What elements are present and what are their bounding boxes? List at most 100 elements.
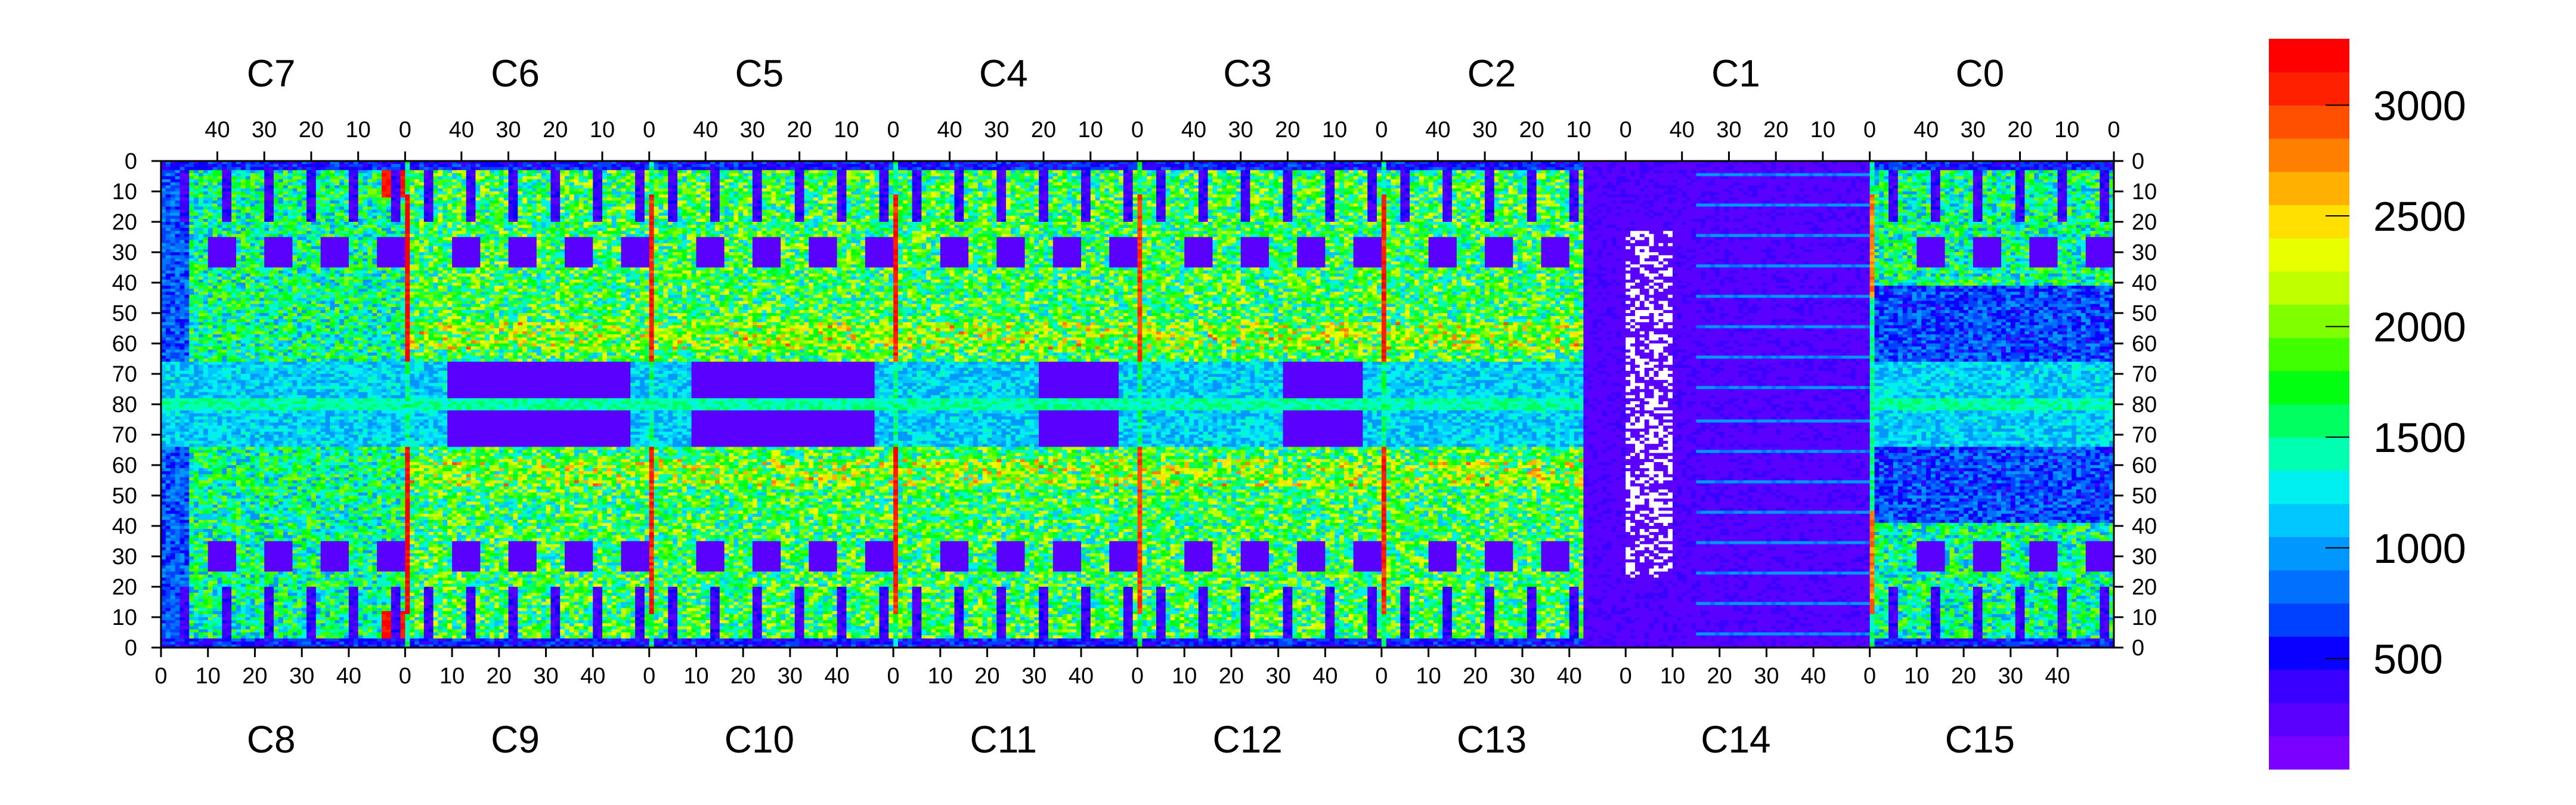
heatmap-cell-run	[673, 164, 677, 168]
heatmap-cell-run	[668, 170, 673, 174]
heatmap-cell-run	[1804, 167, 1823, 171]
heatmap-cell-run	[1790, 167, 1800, 171]
heatmap-cell-run	[1020, 164, 1030, 168]
heatmap-cell-run	[367, 170, 372, 174]
heatmap-cell-run	[1621, 167, 1626, 171]
heatmap-cell-run	[550, 164, 569, 168]
heatmap-cell-run	[1870, 167, 1875, 171]
heatmap-cell-run	[654, 164, 659, 168]
heatmap-cell-run	[1128, 170, 1133, 174]
heatmap-cell-run	[1034, 164, 1039, 168]
heatmap-cell-run	[804, 164, 823, 168]
heatmap-cell-run	[1654, 167, 1715, 171]
heatmap-cell-run	[804, 170, 809, 174]
heatmap-cell-run	[1081, 167, 1091, 171]
heatmap-cell-run	[480, 167, 504, 171]
heatmap-cell-run	[1053, 170, 1063, 174]
heatmap-cell-run	[1602, 167, 1607, 171]
heatmap-cell-run	[626, 164, 630, 168]
heatmap-cell-run	[2067, 167, 2072, 171]
heatmap-cell-run	[1462, 164, 1471, 168]
heatmap-cell-run	[1560, 164, 1565, 168]
heatmap-cell-run	[950, 167, 955, 171]
heatmap-cells	[161, 161, 2114, 648]
heatmap-cell-run	[1565, 167, 1574, 171]
heatmap-cell-run	[983, 170, 992, 174]
heatmap-cell-run	[410, 164, 414, 168]
heatmap-cell-run	[654, 170, 659, 174]
heatmap-cell-run	[875, 164, 880, 168]
heatmap-cell-run	[316, 167, 321, 171]
heatmap-cell-run	[1916, 164, 1921, 168]
heatmap-cell-run	[2015, 167, 2020, 171]
heatmap-cell-run	[424, 170, 429, 174]
heatmap-cell-run	[419, 170, 424, 174]
heatmap-cell-run	[339, 167, 358, 171]
heatmap-cell-run	[1912, 167, 1916, 171]
heatmap-cell-run	[203, 170, 208, 174]
heatmap-cell-run	[1015, 167, 1025, 171]
heatmap-cell-run	[288, 167, 293, 171]
heatmap-cell-run	[1696, 164, 1710, 168]
heatmap-cell-run	[236, 167, 241, 171]
heatmap-cell-run	[584, 164, 593, 168]
heatmap-cell-run	[743, 164, 757, 168]
heatmap-cell-run	[2034, 167, 2039, 171]
heatmap-cell-run	[1325, 164, 1344, 168]
heatmap-cell-run	[1255, 167, 1259, 171]
heatmap-cell-run	[705, 167, 715, 171]
heatmap-cell-run	[569, 167, 574, 171]
heatmap-cell-run	[1203, 167, 1208, 171]
heatmap-cell-run	[1607, 164, 1617, 168]
heatmap-cell-run	[954, 167, 959, 171]
heatmap-cell-run	[457, 167, 462, 171]
heatmap-cell-run	[419, 164, 424, 168]
heatmap-cell-run	[1494, 167, 1499, 171]
heatmap-cell-run	[593, 170, 602, 174]
heatmap-cell-run	[1171, 167, 1180, 171]
heatmap-cell-run	[264, 170, 269, 174]
heatmap-cell-run	[1912, 164, 1916, 168]
heatmap-cell-run	[278, 164, 283, 168]
heatmap-cell-run	[1142, 167, 1156, 171]
heatmap-cell-run	[1316, 167, 1321, 171]
heatmap-cell-run	[1306, 164, 1311, 168]
heatmap-cell-run	[880, 164, 889, 168]
heatmap-cell-run	[1302, 167, 1311, 171]
heatmap-cell-run	[936, 164, 940, 168]
heatmap-cell-run	[1400, 164, 1405, 168]
heatmap-cell-run	[574, 164, 584, 168]
heatmap-cell-run	[1179, 167, 1184, 171]
heatmap-cell-run	[635, 167, 645, 171]
heatmap-cell-run	[621, 167, 631, 171]
heatmap-cell-run	[250, 164, 265, 168]
heatmap-cell-run	[893, 167, 898, 171]
heatmap-cell-run	[527, 170, 532, 174]
heatmap-cell-run	[1184, 167, 1189, 171]
heatmap-cell-run	[936, 170, 940, 174]
heatmap-cell-run	[1860, 167, 1865, 171]
heatmap-cell-run	[447, 170, 452, 174]
heatmap-cell-run	[1349, 167, 1354, 171]
heatmap-cell-run	[837, 170, 847, 174]
heatmap-cell-run	[729, 164, 734, 168]
heatmap-cell-run	[1607, 167, 1612, 171]
heatmap-cell-run	[222, 167, 227, 171]
heatmap-cell-run	[574, 167, 579, 171]
heatmap-cell-run	[926, 170, 931, 174]
heatmap-cell-run	[283, 170, 288, 174]
heatmap-cell-run	[1964, 167, 1968, 171]
heatmap-cell-run	[635, 164, 640, 168]
heatmap-cell-run	[931, 167, 936, 171]
heatmap-cell-run	[1414, 164, 1419, 168]
heatmap-cell-run	[1081, 170, 1086, 174]
heatmap-cell-run	[795, 170, 804, 174]
heatmap-cell-run	[363, 167, 373, 171]
heatmap-cell-run	[1710, 164, 1729, 168]
heatmap-cell-run	[1828, 167, 1861, 171]
heatmap-cell-run	[983, 164, 987, 168]
heatmap-cell-run	[790, 170, 795, 174]
heatmap-cell-run	[278, 167, 283, 171]
heatmap-cell-run	[527, 167, 532, 171]
heatmap-cell-run	[1311, 167, 1316, 171]
